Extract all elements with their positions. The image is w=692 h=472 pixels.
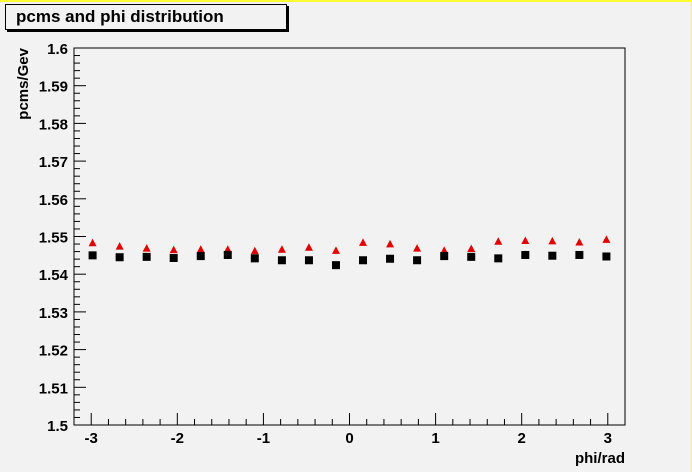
data-point-square — [467, 252, 476, 261]
x-axis: -3 -2 -1 0 1 2 3 — [73, 413, 626, 447]
y-tick-label: 1.58 — [39, 116, 68, 133]
data-point-square — [142, 252, 151, 261]
y-tick-label: 1.56 — [39, 192, 68, 209]
data-point-square — [386, 254, 395, 263]
data-point-triangle — [386, 239, 395, 248]
data-point-square — [304, 256, 313, 265]
data-point-square — [331, 261, 340, 270]
data-point-square — [223, 250, 232, 259]
x-tick-label: -3 — [85, 430, 98, 447]
data-point-square — [196, 252, 205, 261]
data-point-triangle — [277, 245, 286, 253]
data-point-triangle — [304, 243, 313, 251]
data-point-triangle — [142, 244, 151, 252]
data-point-square — [602, 252, 611, 261]
data-point-triangle — [115, 242, 124, 250]
data-point-square — [440, 252, 449, 261]
y-tick-label: 1.52 — [39, 343, 68, 360]
y-axis-title: pcms/Gev — [15, 47, 32, 119]
y-tick-label: 1.51 — [39, 380, 68, 397]
x-tick-label: 3 — [604, 430, 612, 447]
data-point-square — [169, 253, 178, 262]
chart-title: pcms and phi distribution — [5, 4, 287, 30]
data-point-square — [521, 250, 530, 259]
data-point-triangle — [359, 238, 368, 246]
data-point-triangle — [250, 246, 259, 255]
data-point-triangle — [494, 237, 503, 245]
y-tick-label: 1.5 — [47, 418, 68, 435]
x-tick-label: 2 — [518, 430, 526, 447]
data-point-square — [548, 251, 557, 260]
data-point-triangle — [413, 244, 422, 252]
data-point-triangle — [575, 238, 584, 246]
data-point-square — [413, 256, 422, 265]
data-point-square — [494, 254, 503, 263]
data-point-square — [575, 250, 584, 259]
x-axis-title: phi/rad — [575, 450, 625, 467]
data-point-triangle — [548, 236, 557, 245]
y-tick-label: 1.53 — [39, 305, 68, 322]
y-tick-label: 1.55 — [39, 230, 68, 247]
data-markers — [88, 235, 611, 270]
x-tick-label: -1 — [257, 430, 270, 447]
data-point-triangle — [331, 246, 340, 254]
data-point-triangle — [440, 246, 449, 254]
x-tick-label: -2 — [171, 430, 184, 447]
data-point-square — [277, 256, 286, 265]
data-point-square — [88, 251, 97, 260]
data-point-square — [250, 254, 259, 263]
data-point-square — [115, 253, 124, 262]
data-point-triangle — [196, 245, 205, 253]
data-point-triangle — [223, 245, 232, 253]
data-point-triangle — [602, 235, 611, 243]
data-point-square — [359, 256, 368, 265]
data-point-triangle — [521, 236, 530, 245]
data-point-triangle — [88, 238, 97, 247]
plot-frame — [73, 47, 626, 426]
y-axis: 1.5 1.51 1.52 1.53 1.54 1.55 1.56 1.57 1.58 1.59 1… — [39, 41, 86, 435]
y-tick-label: 1.54 — [39, 267, 69, 284]
x-tick-label: 1 — [431, 430, 439, 447]
data-point-triangle — [467, 244, 476, 252]
y-tick-label: 1.57 — [39, 154, 68, 171]
y-tick-label: 1.59 — [39, 79, 68, 96]
x-tick-label: 0 — [345, 430, 353, 447]
data-point-triangle — [169, 245, 178, 254]
y-tick-label: 1.6 — [47, 41, 68, 58]
